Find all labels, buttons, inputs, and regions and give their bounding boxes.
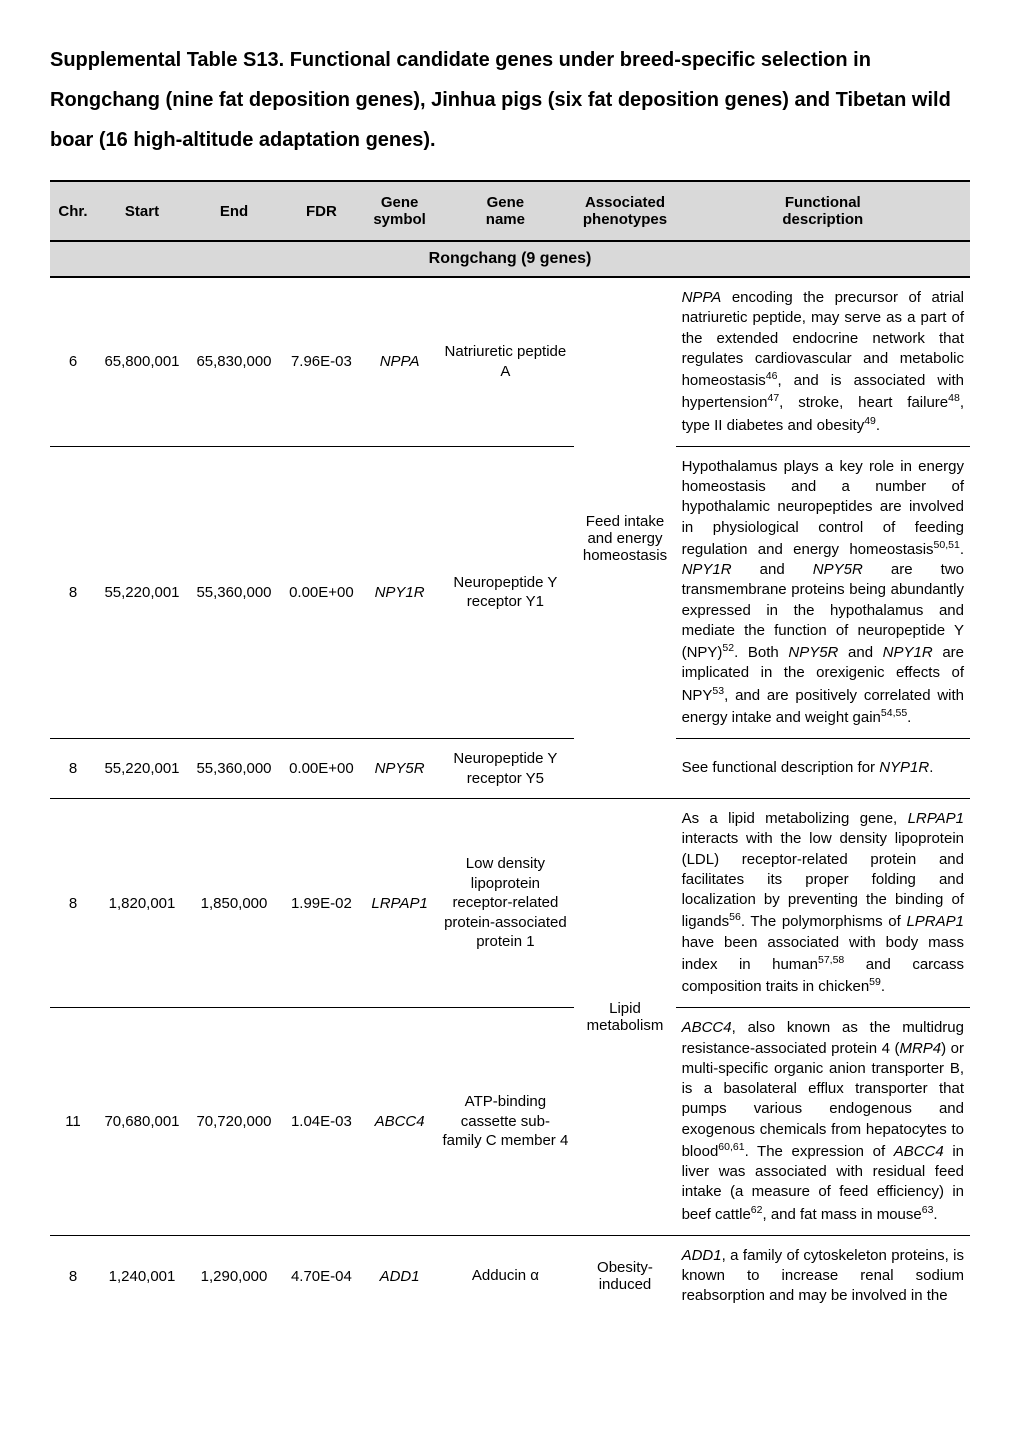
- gene-symbol: NPY5R: [363, 739, 437, 799]
- cell: 0.00E+00: [280, 446, 363, 738]
- cell: 1,820,001: [96, 799, 188, 1008]
- cell: 8: [50, 1235, 96, 1316]
- gene-name: Neuropeptide Y receptor Y1: [436, 446, 574, 738]
- column-header: Associatedphenotypes: [574, 181, 675, 241]
- table-row: 665,800,00165,830,0007.96E-03NPPANatriur…: [50, 277, 970, 446]
- column-header: Start: [96, 181, 188, 241]
- cell: 70,680,001: [96, 1008, 188, 1236]
- functional-description: ADD1, a family of cytoskeleton proteins,…: [676, 1235, 970, 1316]
- associated-phenotypes: Feed intake and energy homeostasis: [574, 277, 675, 799]
- cell: 1,290,000: [188, 1235, 280, 1316]
- functional-description: Hypothalamus plays a key role in energy …: [676, 446, 970, 738]
- cell: 1,850,000: [188, 799, 280, 1008]
- cell: 55,220,001: [96, 739, 188, 799]
- functional-description: NPPA encoding the precursor of atrial na…: [676, 277, 970, 446]
- cell: 70,720,000: [188, 1008, 280, 1236]
- column-header: Genename: [436, 181, 574, 241]
- gene-symbol: ABCC4: [363, 1008, 437, 1236]
- page-title: Supplemental Table S13. Functional candi…: [50, 40, 970, 160]
- cell: 1.99E-02: [280, 799, 363, 1008]
- associated-phenotypes: Lipid metabolism: [574, 799, 675, 1236]
- column-header: End: [188, 181, 280, 241]
- gene-name: Adducin α: [436, 1235, 574, 1316]
- gene-name: Low density lipoprotein receptor-related…: [436, 799, 574, 1008]
- gene-symbol: ADD1: [363, 1235, 437, 1316]
- cell: 6: [50, 277, 96, 446]
- cell: 1,240,001: [96, 1235, 188, 1316]
- cell: 55,360,000: [188, 739, 280, 799]
- associated-phenotypes: Obesity-induced: [574, 1235, 675, 1316]
- functional-description: As a lipid metabolizing gene, LRPAP1 int…: [676, 799, 970, 1008]
- gene-name: ATP-binding cassette sub-family C member…: [436, 1008, 574, 1236]
- cell: 55,220,001: [96, 446, 188, 738]
- gene-name: Natriuretic peptide A: [436, 277, 574, 446]
- table-row: 855,220,00155,360,0000.00E+00NPY5RNeurop…: [50, 739, 970, 799]
- gene-symbol: NPPA: [363, 277, 437, 446]
- functional-description: See functional description for NYP1R.: [676, 739, 970, 799]
- column-header: FDR: [280, 181, 363, 241]
- column-header: Genesymbol: [363, 181, 437, 241]
- cell: 65,800,001: [96, 277, 188, 446]
- section-row: Rongchang (9 genes): [50, 241, 970, 277]
- cell: 8: [50, 739, 96, 799]
- cell: 0.00E+00: [280, 739, 363, 799]
- cell: 8: [50, 799, 96, 1008]
- functional-description: ABCC4, also known as the multidrug resis…: [676, 1008, 970, 1236]
- gene-symbol: NPY1R: [363, 446, 437, 738]
- cell: 7.96E-03: [280, 277, 363, 446]
- gene-table: Chr.StartEndFDRGenesymbolGenenameAssocia…: [50, 180, 970, 1317]
- cell: 1.04E-03: [280, 1008, 363, 1236]
- column-header: Functionaldescription: [676, 181, 970, 241]
- column-header: Chr.: [50, 181, 96, 241]
- table-row: 81,820,0011,850,0001.99E-02LRPAP1Low den…: [50, 799, 970, 1008]
- table-row: 1170,680,00170,720,0001.04E-03ABCC4ATP-b…: [50, 1008, 970, 1236]
- cell: 11: [50, 1008, 96, 1236]
- gene-symbol: LRPAP1: [363, 799, 437, 1008]
- table-row: 855,220,00155,360,0000.00E+00NPY1RNeurop…: [50, 446, 970, 738]
- table-header-row: Chr.StartEndFDRGenesymbolGenenameAssocia…: [50, 181, 970, 241]
- cell: 8: [50, 446, 96, 738]
- cell: 4.70E-04: [280, 1235, 363, 1316]
- gene-name: Neuropeptide Y receptor Y5: [436, 739, 574, 799]
- cell: 55,360,000: [188, 446, 280, 738]
- table-row: 81,240,0011,290,0004.70E-04ADD1Adducin α…: [50, 1235, 970, 1316]
- cell: 65,830,000: [188, 277, 280, 446]
